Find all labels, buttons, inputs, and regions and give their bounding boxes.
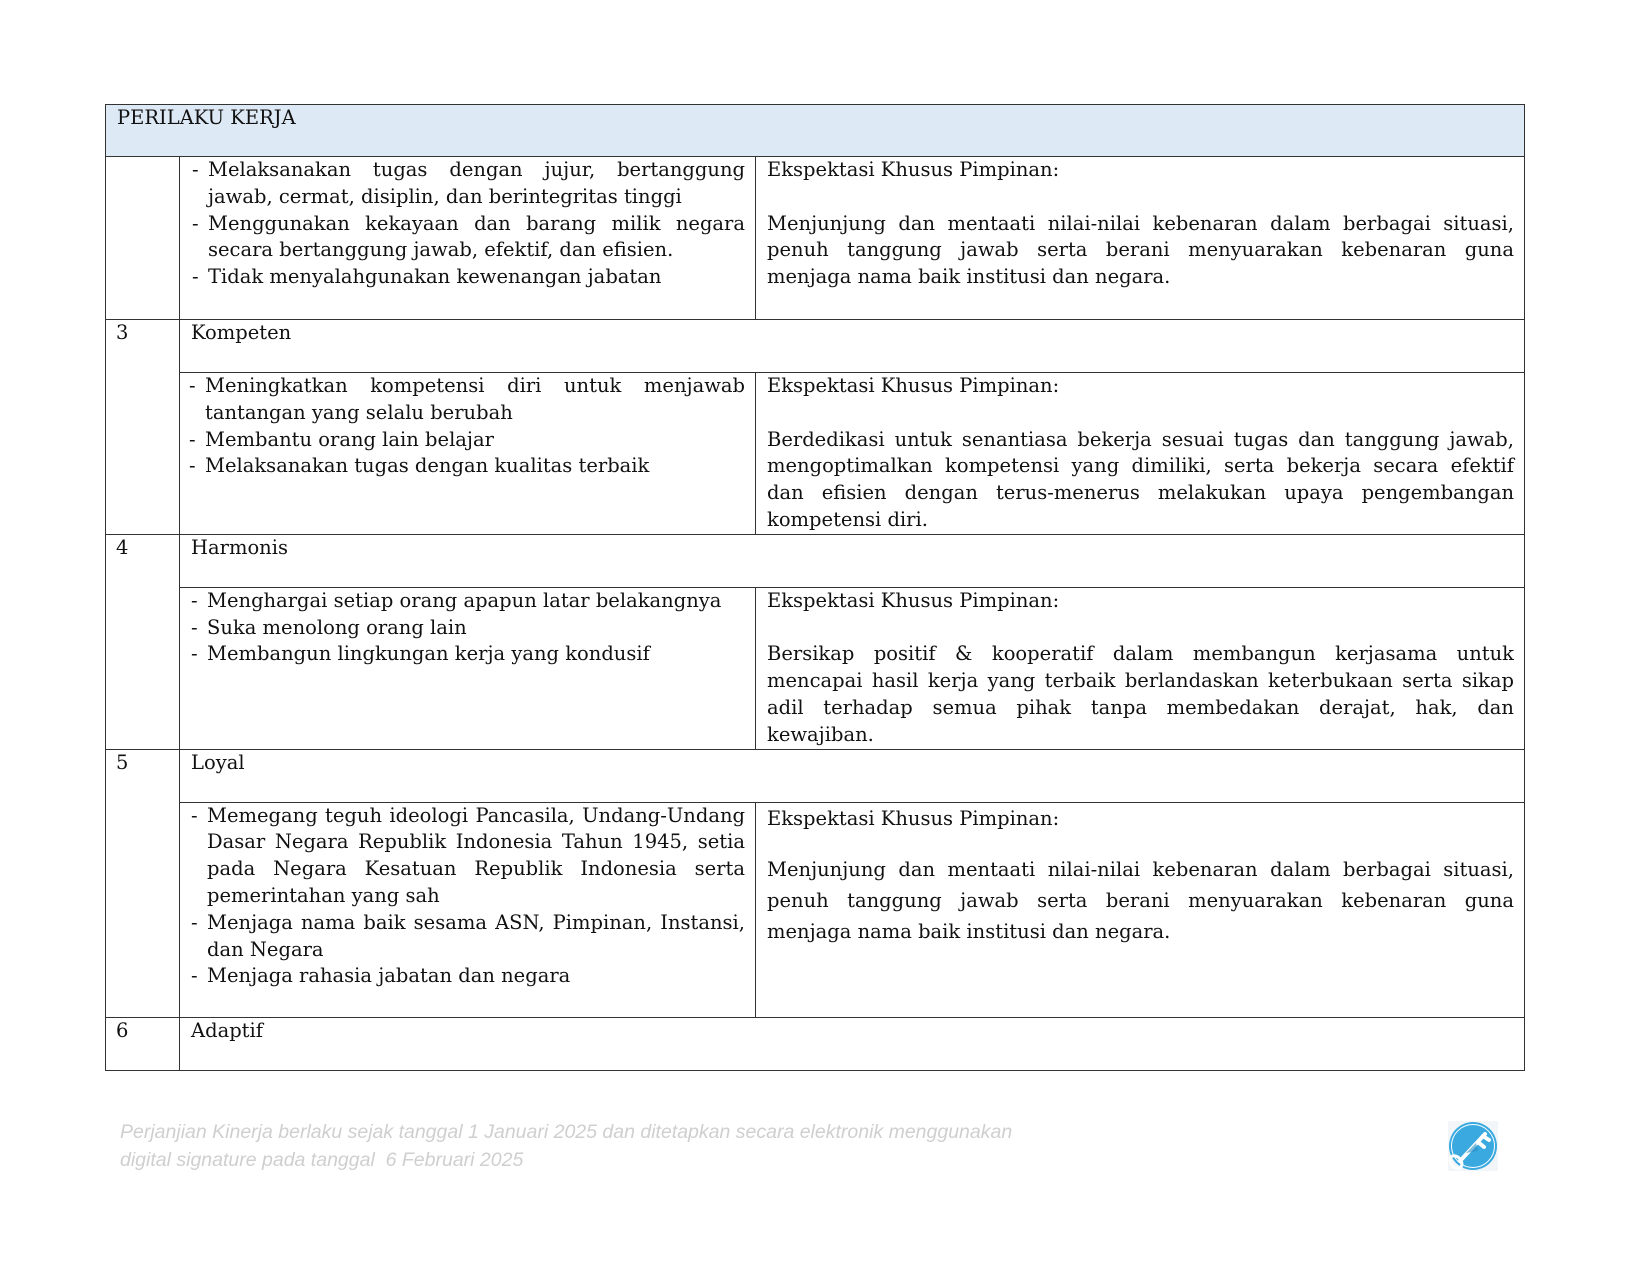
footer-line-1: Perjanjian Kinerja berlaku sejak tanggal… xyxy=(120,1121,1013,1143)
category-row: 3 Kompeten xyxy=(105,319,1525,535)
list-item: Menggunakan kekayaan dan barang milik ne… xyxy=(191,211,745,265)
expectation-text: Menjunjung dan mentaati nilai-nilai kebe… xyxy=(767,857,1514,943)
expectation-label: Ekspektasi Khusus Pimpinan: xyxy=(767,806,1060,830)
category-title: Loyal xyxy=(179,748,1525,803)
table-row: Melaksanakan tugas dengan jujur, bertang… xyxy=(105,156,1525,320)
row-number: 4 xyxy=(105,533,180,750)
expectation-text: Menjunjung dan mentaati nilai-nilai kebe… xyxy=(767,211,1514,289)
category-row: 5 Loyal xyxy=(105,748,1525,1018)
section-title: PERILAKU KERJA xyxy=(105,104,1525,157)
expectation-label: Ekspektasi Khusus Pimpinan: xyxy=(767,374,1060,397)
expectation-text: Berdedikasi untuk senantiasa bekerja ses… xyxy=(767,427,1514,531)
row-number xyxy=(105,156,180,320)
row-number: 3 xyxy=(105,319,180,535)
row-number: 6 xyxy=(105,1016,180,1071)
signature-footer: Perjanjian Kinerja berlaku sejak tanggal… xyxy=(120,1118,1012,1174)
behavior-items: Memegang teguh ideologi Pancasila, Undan… xyxy=(179,801,756,1018)
list-item: Suka menolong orang lain xyxy=(190,615,745,642)
list-item: Memegang teguh ideologi Pancasila, Undan… xyxy=(190,803,745,910)
expectation-cell: Ekspektasi Khusus Pimpinan: Menjunjung d… xyxy=(755,801,1525,1018)
list-item: Meningkatkan kompetensi diri untuk menja… xyxy=(188,373,745,427)
behavior-items: Melaksanakan tugas dengan jujur, bertang… xyxy=(179,156,756,320)
list-item: Membangun lingkungan kerja yang kondusif xyxy=(190,641,745,668)
table-row: Menghargai setiap orang apapun latar bel… xyxy=(106,586,1525,750)
behavior-items: Menghargai setiap orang apapun latar bel… xyxy=(179,586,756,750)
table-row: Memegang teguh ideologi Pancasila, Undan… xyxy=(106,801,1525,1018)
expectation-cell: Ekspektasi Khusus Pimpinan: Bersikap pos… xyxy=(755,586,1525,750)
footer-line-2: digital signature pada tanggal 6 Februar… xyxy=(120,1149,524,1171)
key-icon xyxy=(1448,1121,1498,1171)
expectation-cell: Ekspektasi Khusus Pimpinan: Berdedikasi … xyxy=(755,372,1525,535)
category-row: 6 Adaptif xyxy=(105,1016,1525,1071)
list-item: Melaksanakan tugas dengan jujur, bertang… xyxy=(191,157,745,211)
perilaku-kerja-table: PERILAKU KERJA Melaksanakan tugas dengan… xyxy=(105,104,1525,1071)
category-row: 4 Harmonis xyxy=(105,533,1525,750)
expectation-label: Ekspektasi Khusus Pimpinan: xyxy=(767,588,1060,612)
category-title: Kompeten xyxy=(179,319,1525,373)
row-number: 5 xyxy=(105,748,180,1018)
expectation-label: Ekspektasi Khusus Pimpinan: xyxy=(767,158,1060,181)
behavior-items: Meningkatkan kompetensi diri untuk menja… xyxy=(179,372,756,535)
list-item: Menjaga rahasia jabatan dan negara xyxy=(190,963,745,990)
expectation-text: Bersikap positif & kooperatif dalam memb… xyxy=(767,642,1514,746)
list-item: Membantu orang lain belajar xyxy=(188,427,745,454)
list-item: Menghargai setiap orang apapun latar bel… xyxy=(190,588,745,615)
list-item: Menjaga nama baik sesama ASN, Pimpinan, … xyxy=(190,910,745,964)
list-item: Tidak menyalahgunakan kewenangan jabatan xyxy=(191,264,745,291)
table-row: Meningkatkan kompetensi diri untuk menja… xyxy=(106,372,1525,535)
category-title: Harmonis xyxy=(179,533,1525,588)
category-title: Adaptif xyxy=(179,1016,1525,1071)
list-item: Melaksanakan tugas dengan kualitas terba… xyxy=(188,453,745,480)
table-header-row: PERILAKU KERJA xyxy=(105,104,1525,157)
expectation-cell: Ekspektasi Khusus Pimpinan: Menjunjung d… xyxy=(755,156,1525,320)
